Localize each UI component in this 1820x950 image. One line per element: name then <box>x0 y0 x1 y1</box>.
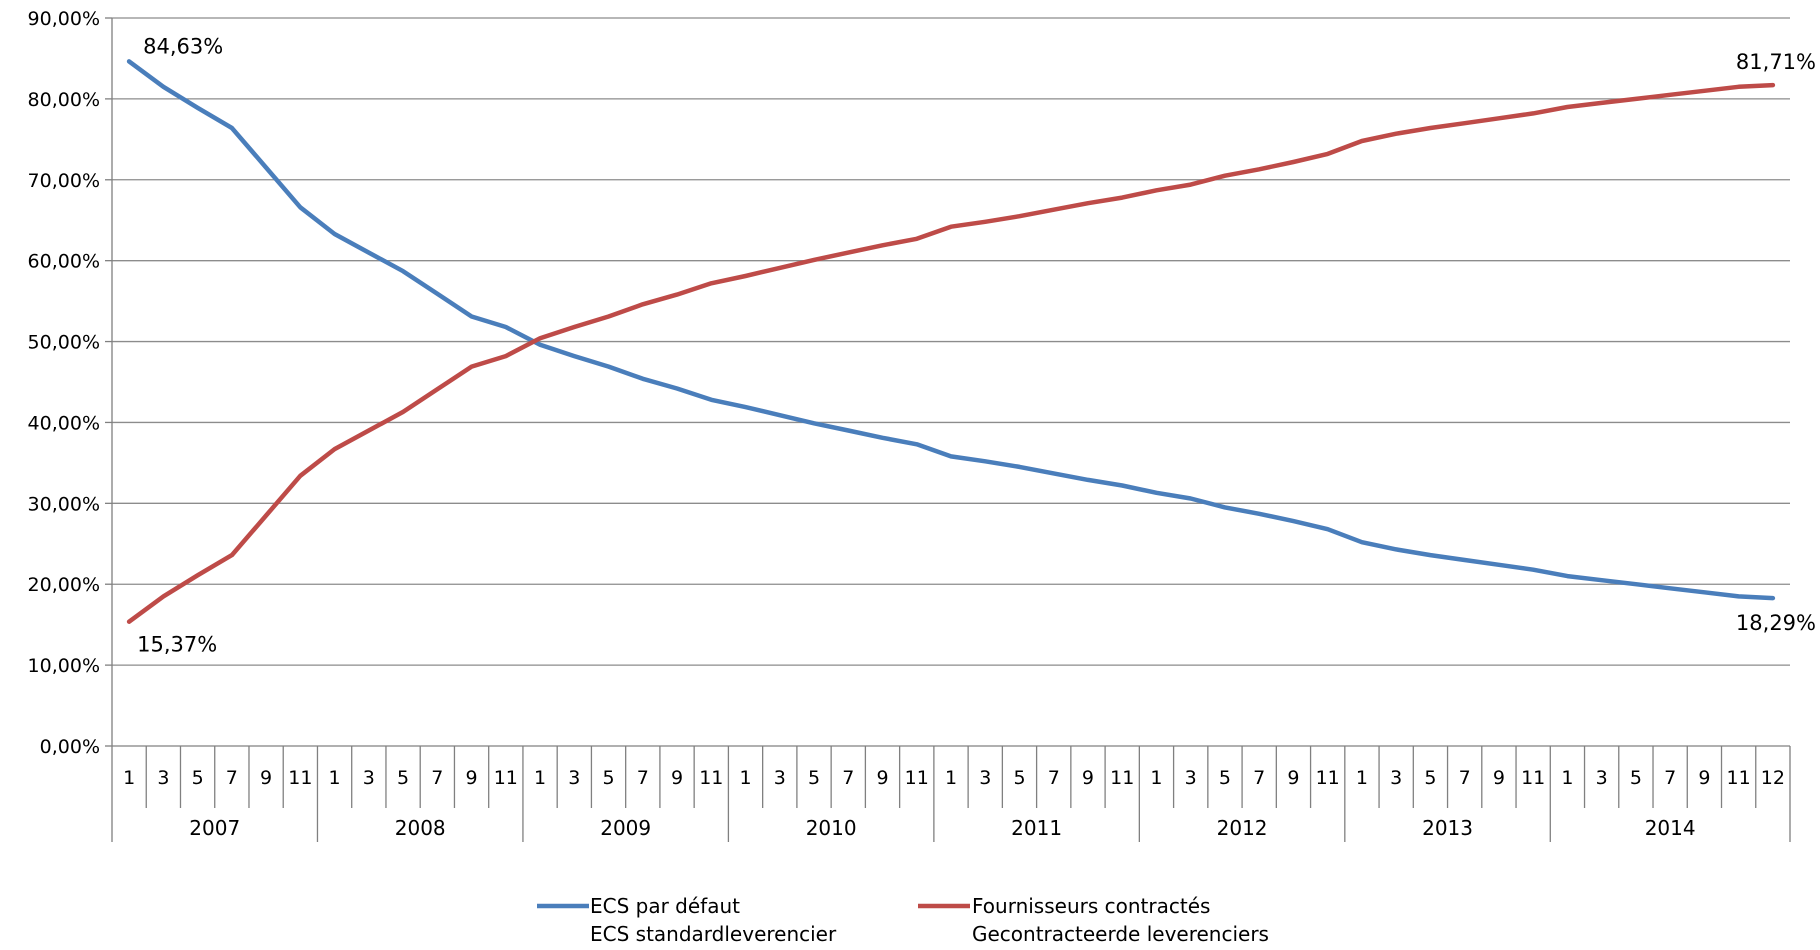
month-tick-label: 1 <box>329 767 341 789</box>
y-tick-label: 30,00% <box>28 493 100 515</box>
month-tick-label: 9 <box>876 767 888 789</box>
year-tick-label: 2014 <box>1645 816 1696 840</box>
gridlines <box>112 17 1790 747</box>
data-label-end-red: 81,71% <box>1736 50 1816 74</box>
month-tick-label: 1 <box>1356 767 1368 789</box>
year-tick-label: 2010 <box>806 816 857 840</box>
month-tick-label: 1 <box>534 767 546 789</box>
year-tick-label: 2011 <box>1011 816 1062 840</box>
month-tick-label: 5 <box>192 767 204 789</box>
month-tick-label: 5 <box>603 767 615 789</box>
month-tick-label: 11 <box>1521 767 1545 789</box>
month-tick-label: 3 <box>774 767 786 789</box>
year-tick-label: 2012 <box>1217 816 1268 840</box>
month-tick-label: 3 <box>979 767 991 789</box>
legend-label: Fournisseurs contractés <box>972 894 1210 918</box>
month-tick-label: 9 <box>1493 767 1505 789</box>
y-tick-label: 60,00% <box>28 251 100 273</box>
month-tick-label: 9 <box>466 767 478 789</box>
month-tick-label: 5 <box>1424 767 1436 789</box>
y-tick-label: 80,00% <box>28 89 100 111</box>
data-labels: 84,63% 15,37% 81,71% 18,29% <box>137 34 1816 656</box>
series-line-1 <box>126 59 1776 601</box>
month-tick-label: 1 <box>123 767 135 789</box>
y-tick-label: 90,00% <box>28 8 100 30</box>
month-tick-label: 7 <box>637 767 649 789</box>
series-lines <box>126 59 1776 624</box>
series-line-2 <box>126 82 1776 624</box>
y-axis: 0,00% 10,00% 20,00% 30,00% 40,00% 50,00% 60,00… <box>28 8 113 758</box>
month-tick-label: 3 <box>1390 767 1402 789</box>
data-label-end-blue: 18,29% <box>1736 611 1816 635</box>
month-tick-label: 3 <box>1596 767 1608 789</box>
month-tick-label: 7 <box>1048 767 1060 789</box>
x-axis: 1 3 5 7 9 11 1 3 5 7 9 11 1 3 5 7 9 11 1 3 5 7 9 11 1 3 5 7 9 11 1 3 5 7 9… <box>111 746 1791 842</box>
month-tick-label: 7 <box>1459 767 1471 789</box>
month-tick-label: 3 <box>363 767 375 789</box>
month-tick-label: 1 <box>945 767 957 789</box>
month-tick-label: 1 <box>1150 767 1162 789</box>
month-tick-label: 5 <box>1630 767 1642 789</box>
month-tick-label: 11 <box>1316 767 1340 789</box>
y-tick-label: 40,00% <box>28 412 100 434</box>
month-tick-label: 5 <box>397 767 409 789</box>
month-tick-label: 7 <box>226 767 238 789</box>
data-label-start-red: 15,37% <box>137 633 217 657</box>
month-tick-label: 9 <box>260 767 272 789</box>
y-tick-label: 0,00% <box>40 736 100 758</box>
month-tick-label: 9 <box>1698 767 1710 789</box>
data-label-start-blue: 84,63% <box>143 34 223 58</box>
y-tick-label: 70,00% <box>28 170 100 192</box>
month-tick-label: 11 <box>905 767 929 789</box>
month-tick-label: 11 <box>1727 767 1751 789</box>
y-tick-label: 20,00% <box>28 574 100 596</box>
legend-item-2: Fournisseurs contractés Gecontracteerde l… <box>918 894 1269 946</box>
month-tick-label: 5 <box>1013 767 1025 789</box>
legend-label-secondary: Gecontracteerde leverenciers <box>972 922 1269 946</box>
month-tick-label: 9 <box>1082 767 1094 789</box>
year-tick-label: 2008 <box>395 816 446 840</box>
y-tick-label: 10,00% <box>28 655 100 677</box>
month-tick-label: 5 <box>808 767 820 789</box>
legend: ECS par défaut ECS standardleverencier Fou… <box>537 894 1269 946</box>
month-tick-label: 7 <box>1664 767 1676 789</box>
month-tick-label: 9 <box>1287 767 1299 789</box>
month-tick-label: 3 <box>1185 767 1197 789</box>
year-tick-label: 2013 <box>1422 816 1473 840</box>
year-tick-label: 2007 <box>189 816 240 840</box>
month-tick-label: 5 <box>1219 767 1231 789</box>
month-tick-label: 1 <box>739 767 751 789</box>
month-tick-label: 3 <box>568 767 580 789</box>
month-tick-label: 12 <box>1761 767 1785 789</box>
month-tick-label: 7 <box>1253 767 1265 789</box>
month-tick-label: 7 <box>431 767 443 789</box>
y-tick-label: 50,00% <box>28 332 100 354</box>
month-tick-label: 11 <box>494 767 518 789</box>
year-tick-label: 2009 <box>600 816 651 840</box>
month-tick-label: 11 <box>1110 767 1134 789</box>
month-tick-label: 9 <box>671 767 683 789</box>
legend-item-1: ECS par défaut ECS standardleverencier <box>537 894 837 946</box>
month-tick-label: 3 <box>157 767 169 789</box>
month-tick-label: 11 <box>288 767 312 789</box>
legend-label-secondary: ECS standardleverencier <box>590 922 837 946</box>
month-tick-label: 11 <box>699 767 723 789</box>
month-tick-label: 1 <box>1561 767 1573 789</box>
month-tick-label: 7 <box>842 767 854 789</box>
legend-label: ECS par défaut <box>590 894 740 918</box>
